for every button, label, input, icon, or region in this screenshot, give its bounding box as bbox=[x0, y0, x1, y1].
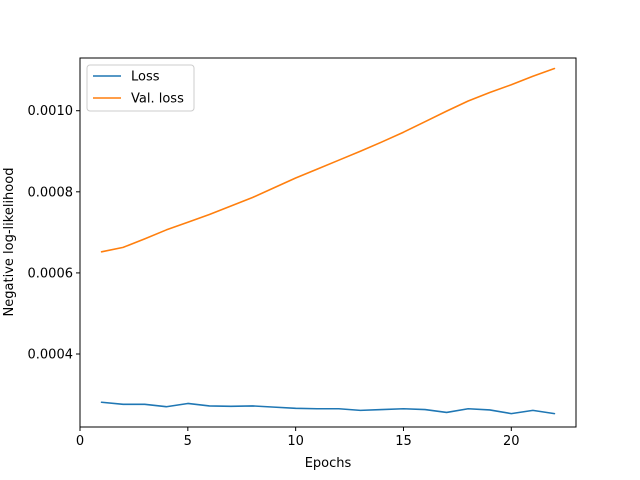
plot-frame bbox=[79, 57, 577, 428]
y-tick-label: 0.0006 bbox=[28, 266, 74, 281]
y-axis-label: Negative log-likelihood bbox=[2, 168, 17, 317]
legend-label: Val. loss bbox=[131, 92, 184, 107]
x-tick-label: 5 bbox=[184, 434, 192, 449]
series-line-1 bbox=[100, 67, 556, 253]
series-layer bbox=[100, 67, 556, 415]
series-line-0 bbox=[100, 401, 556, 415]
y-tick-label: 0.0010 bbox=[28, 104, 74, 119]
x-tick-label: 15 bbox=[395, 434, 412, 449]
y-tick-label: 0.0004 bbox=[28, 348, 74, 363]
x-tick-label: 20 bbox=[503, 434, 520, 449]
legend: Loss Val. loss bbox=[86, 64, 195, 112]
x-tick-label: 10 bbox=[287, 434, 304, 449]
x-axis-label: Epochs bbox=[305, 456, 352, 471]
y-tick-label: 0.0008 bbox=[28, 185, 74, 200]
x-tick-label: 0 bbox=[76, 434, 84, 449]
axis-layer: 0 5 10 15 20 0.0004 0.0006 0.0008 0.0010 bbox=[28, 104, 520, 449]
legend-label: Loss bbox=[131, 70, 160, 85]
